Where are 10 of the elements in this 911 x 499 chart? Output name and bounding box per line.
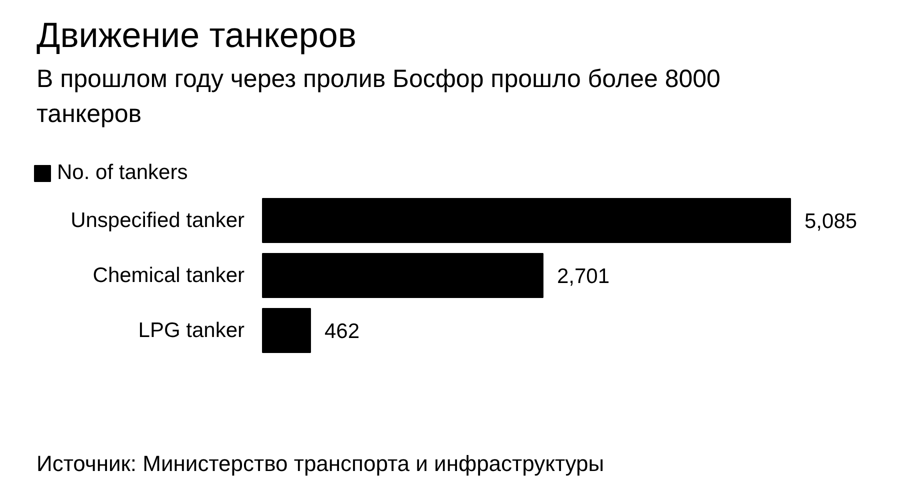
chart-title: Движение танкеров: [36, 16, 356, 55]
y-tick-label: Chemical tanker: [92, 264, 245, 287]
y-tick-label: Unspecified tanker: [70, 209, 245, 232]
data-label: 462: [324, 320, 360, 343]
data-label: 5,085: [804, 210, 858, 233]
y-tick-label: LPG tanker: [138, 319, 245, 342]
data-label: 2,701: [556, 265, 610, 288]
text: Источник: Министерство транспорта и инфраструктуры: [36, 451, 604, 476]
chart-subtitle: В прошлом году через пролив Босфор прошло более 8000 танкеров: [36, 65, 720, 128]
legend-label: No. of tankers: [57, 161, 188, 185]
